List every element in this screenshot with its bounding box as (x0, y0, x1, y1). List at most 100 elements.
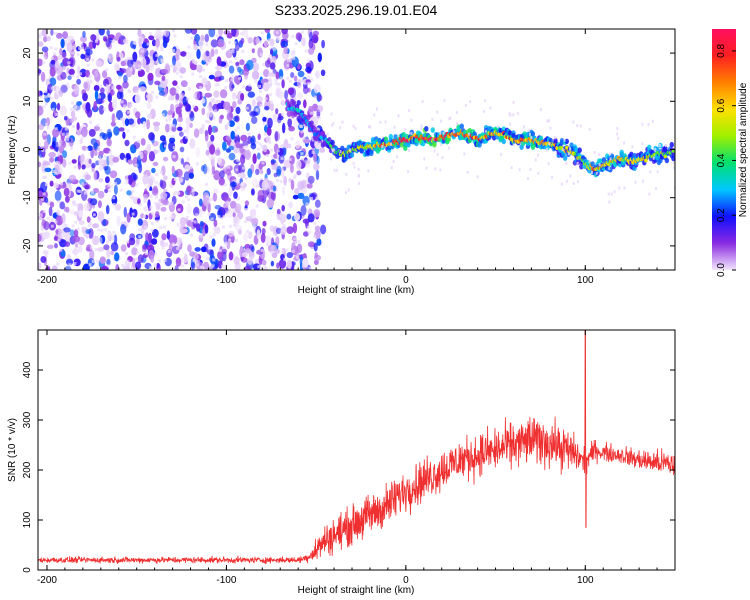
spectrogram-cell (251, 217, 259, 226)
spectrogram-cell (307, 231, 311, 235)
spectrogram-cell (264, 105, 270, 111)
spectrogram-cell (134, 257, 138, 261)
spectrogram-cell (110, 250, 114, 256)
spectrogram-cell (317, 105, 324, 113)
spectrogram-cell (244, 200, 249, 207)
spectrogram-cell (287, 58, 290, 62)
spectrogram-cell (124, 139, 130, 147)
spectrogram-cell (142, 58, 147, 69)
spectrogram-cell (116, 91, 122, 100)
spectrogram-cell (247, 168, 253, 178)
spectrogram-cell (262, 116, 267, 122)
spectrogram-cell (137, 218, 143, 226)
spectrogram-cell (85, 229, 91, 235)
snr-xtick-label: 100 (577, 575, 594, 586)
spectrogram-cell (94, 70, 99, 77)
spectrogram-cell (313, 209, 321, 218)
spectrogram-cell (97, 247, 105, 252)
spectrogram-cell (56, 262, 60, 266)
spectrogram-cell (276, 149, 280, 153)
spectrogram-cell (537, 171, 540, 175)
spectrogram-cell (397, 114, 400, 118)
spectrogram-cell (264, 97, 268, 101)
spectrogram-cell (164, 217, 168, 221)
spectrogram-cell (607, 192, 610, 196)
spectrogram-cell (207, 120, 211, 124)
spectrogram-cell (222, 141, 227, 151)
spectrogram-cell (216, 56, 222, 66)
spectrogram-cell (616, 132, 619, 136)
spectrogram-cell (99, 136, 103, 140)
spectrogram-cell (103, 166, 109, 171)
spectrogram-cell (55, 113, 59, 116)
spectrogram-cell (165, 79, 169, 83)
spectrogram-cell (281, 79, 285, 89)
spectrogram-cell (286, 64, 290, 68)
spectrogram-cell (122, 131, 126, 139)
spectrogram-cell (287, 118, 293, 128)
spectrogram-cell (172, 80, 178, 86)
spectrogram-cell (162, 39, 168, 49)
spectrogram-cell (167, 97, 171, 101)
spectrogram-cell (143, 206, 148, 212)
spectrogram-cell (259, 90, 262, 94)
spectrogram-cell (288, 157, 292, 161)
spectrogram-cell (449, 116, 452, 120)
snr-xtick-label: -100 (216, 575, 236, 586)
spectrogram-cell (572, 120, 575, 124)
spectrogram-cell (237, 174, 241, 178)
spectrogram-cell (73, 165, 77, 169)
spectrogram-cell (62, 31, 68, 40)
spectrogram-cell (38, 145, 42, 156)
spectrogram-cell (137, 69, 145, 77)
spectrogram-cell (297, 92, 304, 99)
spectrogram-cell (303, 231, 309, 237)
spectrogram-cell (38, 142, 42, 147)
spectrogram-cell (590, 161, 595, 167)
spectrogram-cell (284, 90, 288, 100)
spectrogram-cell (179, 217, 187, 226)
spectrogram-cell (95, 98, 103, 105)
spectrogram-cell (213, 109, 217, 113)
spectrogram-cell (142, 121, 147, 128)
spectrogram-cell (120, 117, 124, 121)
spectrogram-cell (42, 192, 46, 196)
spectrogram-cell (47, 81, 51, 85)
spectrogram-cell (151, 90, 155, 94)
spectrogram-cell (301, 37, 306, 47)
spectrogram-cell (254, 168, 260, 176)
spectrogram-cell (421, 100, 424, 103)
spectrogram-cell (176, 222, 181, 228)
spectrogram-cell (222, 225, 225, 229)
spectrogram-cell (134, 163, 138, 167)
spectrogram-cell (146, 119, 151, 130)
spectrogram-cell (105, 204, 110, 215)
spectrogram-cell (358, 181, 361, 185)
spectrogram-cell (43, 132, 47, 136)
spectrogram-cell (183, 253, 188, 262)
spectrogram-cell (176, 71, 180, 75)
spectrogram-cell (38, 105, 44, 116)
spectrogram-cell (44, 90, 48, 94)
spectrogram-cell (530, 136, 533, 139)
spectrogram-cell (138, 228, 142, 232)
spectrogram-cell (40, 197, 44, 201)
spectrogram-cell (608, 200, 611, 204)
spectrogram-cell (194, 91, 201, 100)
spectrogram-cell (113, 184, 118, 195)
spectrogram-cell (73, 103, 77, 110)
spectrogram-cell (79, 138, 83, 145)
spectrogram-cell (281, 40, 289, 48)
spectrogram-cell (46, 216, 50, 220)
spectrogram-cell (148, 114, 152, 117)
spectrogram-cell (518, 168, 521, 172)
spectrogram-cell (46, 126, 50, 130)
spectrogram-cell (76, 122, 80, 131)
spectrogram-cell (166, 230, 171, 240)
spectrogram-cell (132, 135, 136, 139)
spectrogram-cell (96, 33, 100, 37)
spectrogram-cell (200, 265, 204, 269)
spectrogram-cell (116, 110, 123, 120)
spectrogram-cell (281, 99, 285, 103)
spectrogram-cell (270, 56, 277, 65)
